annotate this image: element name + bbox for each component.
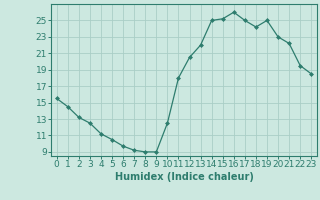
X-axis label: Humidex (Indice chaleur): Humidex (Indice chaleur): [115, 172, 253, 182]
